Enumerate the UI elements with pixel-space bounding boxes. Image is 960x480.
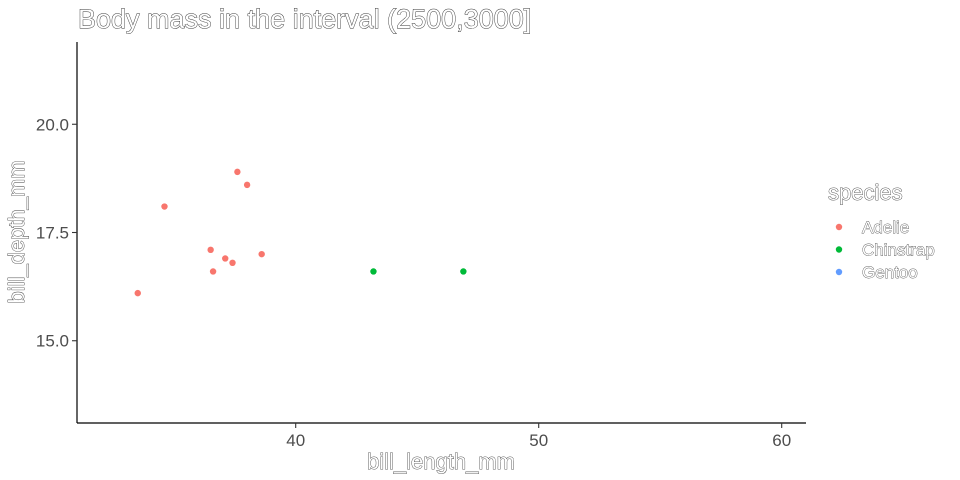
x-tick-label: 40 <box>286 431 305 450</box>
legend-label-adelie: Adelie <box>862 218 909 237</box>
legend-label-chinstrap: Chinstrap <box>862 241 935 260</box>
data-point-adelie <box>222 255 229 262</box>
legend-label-gentoo: Gentoo <box>862 263 918 282</box>
x-axis-title: bill_length_mm <box>367 449 515 474</box>
data-point-adelie <box>207 246 214 254</box>
legend: species Adelie Chinstrap Gentoo <box>828 180 936 283</box>
data-point-adelie <box>229 259 236 267</box>
y-tick-label: 17.5 <box>36 224 69 243</box>
y-tick-label: 20.0 <box>36 115 69 134</box>
legend-key-adelie <box>835 223 843 231</box>
data-point-adelie <box>234 168 241 176</box>
legend-key-chinstrap <box>835 246 843 253</box>
x-tick-label: 50 <box>529 431 548 450</box>
legend-key-gentoo <box>835 268 843 276</box>
data-point-adelie <box>134 289 141 297</box>
data-point-adelie <box>258 250 265 258</box>
data-point-adelie <box>209 268 217 275</box>
y-axis-title: bill_depth_mm <box>4 160 29 303</box>
y-tick-label: 15.0 <box>36 332 69 351</box>
x-ticks: 40 50 60 <box>286 423 791 450</box>
data-point-adelie <box>161 203 168 210</box>
x-tick-label: 60 <box>772 431 791 450</box>
data-point-chinstrap <box>460 268 467 275</box>
data-points <box>134 168 467 297</box>
chart-title: Body mass in the interval (2500,3000] <box>78 4 531 34</box>
data-point-chinstrap <box>370 268 377 275</box>
data-point-adelie <box>243 181 251 189</box>
axes <box>76 42 806 424</box>
y-ticks: 15.0 17.5 20.0 <box>36 115 77 351</box>
legend-title: species <box>828 180 903 205</box>
